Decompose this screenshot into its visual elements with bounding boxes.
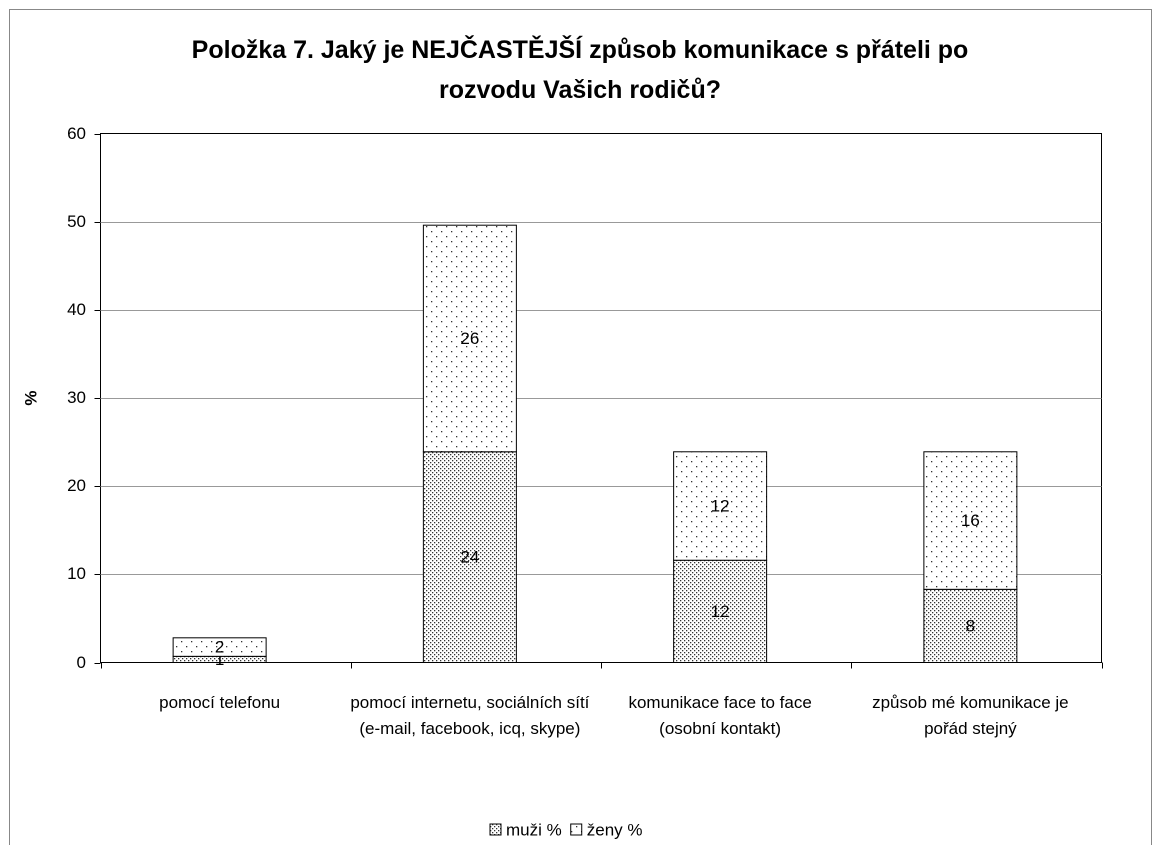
y-tick-label: 30 [67, 388, 86, 407]
data-label: 12 [711, 496, 730, 515]
bar-segment [422, 224, 517, 453]
y-tick-label: 20 [67, 476, 86, 495]
bar-segment [923, 451, 1018, 590]
bar-segment [673, 559, 768, 664]
legend-swatch [489, 823, 502, 836]
legend-label: ženy % [587, 820, 643, 839]
x-tick-label: komunikace face to face (osobní kontakt) [628, 693, 812, 738]
y-tick-label: 40 [67, 300, 86, 319]
y-tick-label: 60 [67, 124, 86, 143]
data-label: 12 [711, 602, 730, 621]
bar-segment [422, 451, 517, 664]
x-tick-label: pomocí telefonu [159, 693, 281, 712]
data-label: 1 [215, 650, 224, 669]
data-label: 26 [460, 329, 479, 348]
x-tick-label: pomocí internetu, sociálních sítí (e-mai… [350, 693, 590, 738]
chart-title: Položka 7. Jaký je NEJČASTĚJŠÍ způsob ko… [191, 36, 969, 104]
bar-segment [673, 451, 768, 561]
frame [9, 9, 1152, 845]
y-tick-label: 50 [67, 212, 86, 231]
y-axis-label: % [21, 390, 40, 405]
bar-segment [923, 588, 1018, 663]
bar-segment [172, 637, 267, 657]
data-label: 8 [966, 616, 975, 635]
legend-swatch [570, 823, 583, 836]
legend-label: muži % [506, 820, 562, 839]
y-tick-label: 0 [77, 653, 86, 672]
y-tick-label: 10 [67, 564, 86, 583]
data-label: 24 [460, 548, 479, 567]
x-tick-label: způsob mé komunikace je pořád stejný [872, 693, 1069, 738]
data-label: 16 [961, 511, 980, 530]
data-label: 2 [215, 638, 224, 657]
